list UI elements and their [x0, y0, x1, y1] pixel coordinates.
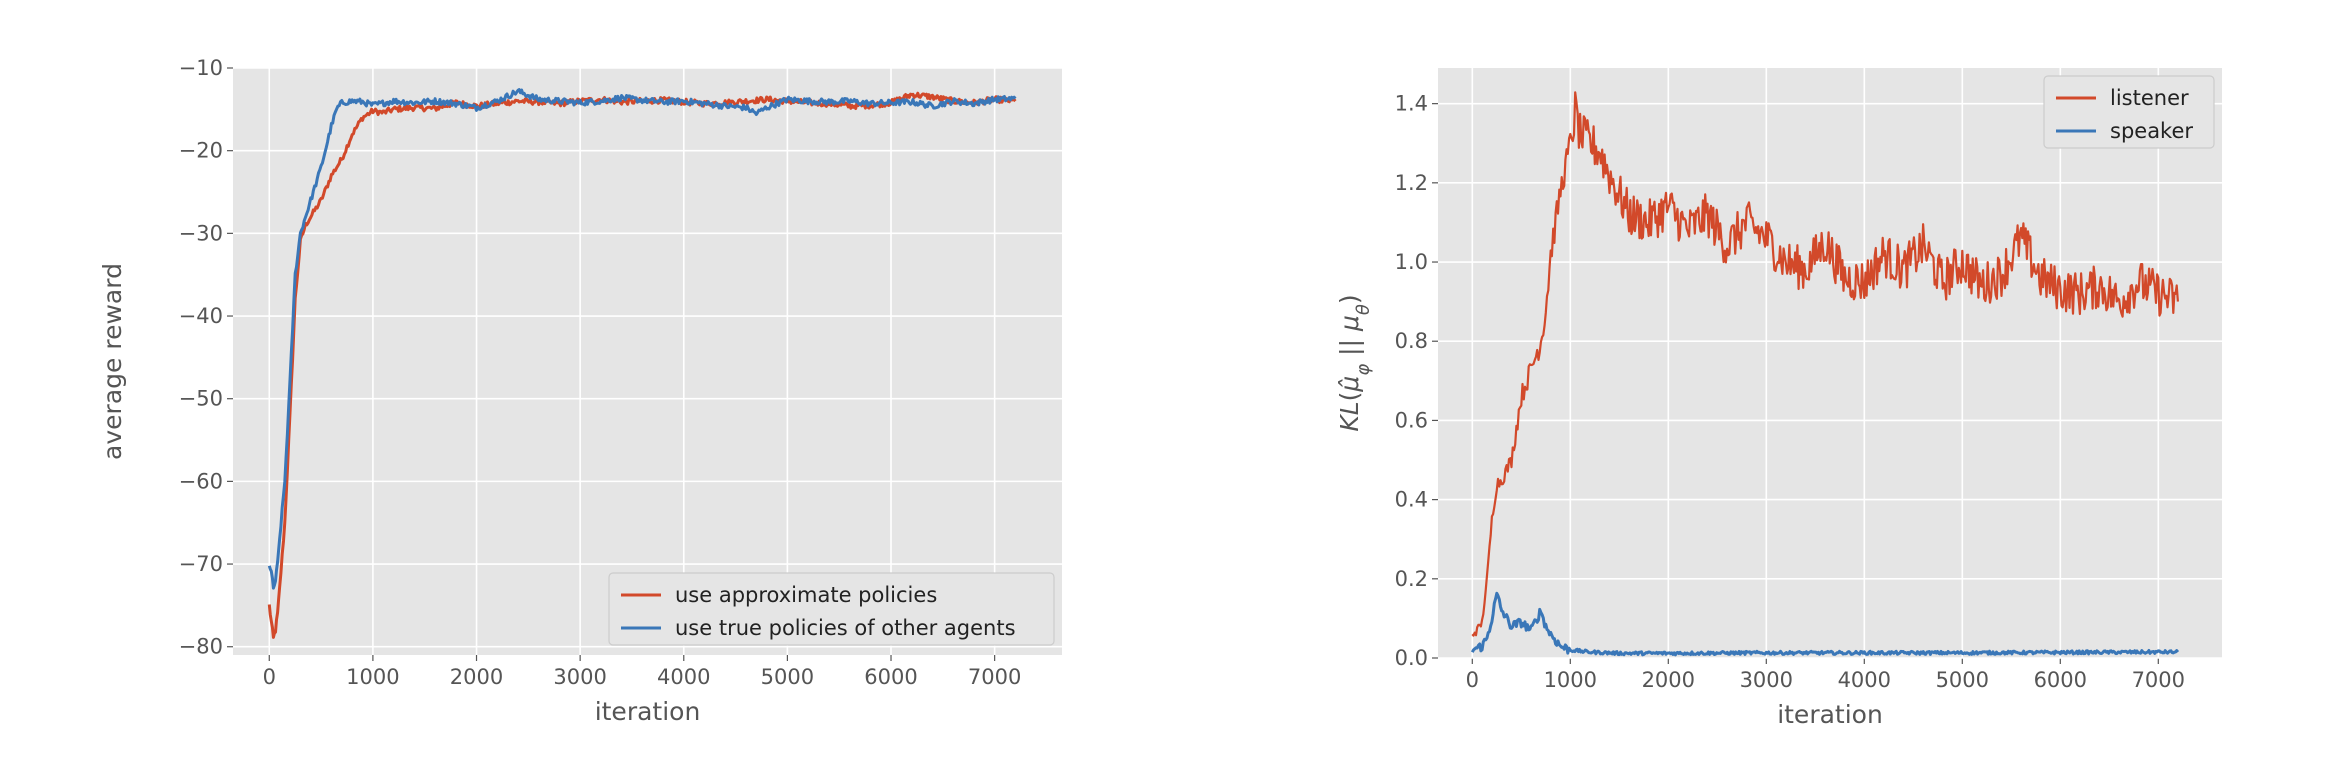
y-axis-title: KL(μ̂φ || μθ) [1335, 294, 1374, 431]
y-tick-label: −30 [179, 221, 223, 245]
plot-area [1438, 68, 2222, 658]
x-tick-label: 5000 [1936, 668, 1989, 692]
x-axis-title: iteration [1777, 700, 1883, 729]
legend-box [608, 572, 1055, 646]
y-tick-label: 1.4 [1395, 92, 1428, 116]
x-tick-label: 7000 [2132, 668, 2185, 692]
y-axis-title: average reward [98, 263, 127, 460]
y-tick-label: 0.8 [1395, 329, 1428, 353]
chart-1: 0 1000 2000 3000 4000 5000 6000 7000 −80 −70 −60 −5… [98, 56, 1062, 726]
x-tick-label: 2000 [1642, 668, 1695, 692]
legend: listener speaker [2043, 75, 2215, 149]
y-tick-label: 0.2 [1395, 567, 1428, 591]
x-tick-label: 4000 [657, 665, 710, 689]
y-tick-label: −10 [179, 56, 223, 80]
legend-label: use true policies of other agents [675, 616, 1016, 640]
x-tick-label: 2000 [450, 665, 503, 689]
y-tick-label: −50 [179, 387, 223, 411]
y-tick-label: 0.0 [1395, 646, 1428, 670]
x-tick-label: 6000 [2034, 668, 2087, 692]
y-tick-label: 0.4 [1395, 488, 1428, 512]
y-tick-label: −80 [179, 635, 223, 659]
series-line-use-true-policies-of-other-agents [267, 88, 1017, 590]
plot-area [233, 68, 1062, 655]
y-tick-label: 1.0 [1395, 250, 1428, 274]
y-tick-label: −70 [179, 552, 223, 576]
x-tick-label: 0 [1466, 668, 1479, 692]
y-tick-label: 1.2 [1395, 171, 1428, 195]
x-tick-label: 7000 [968, 665, 1021, 689]
legend-label: use approximate policies [675, 583, 937, 607]
x-tick-label: 3000 [553, 665, 606, 689]
x-tick-label: 1000 [1544, 668, 1597, 692]
x-tick-label: 6000 [864, 665, 917, 689]
series-line-speaker [1470, 591, 2180, 657]
x-tick-label: 5000 [761, 665, 814, 689]
y-tick-label: 0.6 [1395, 408, 1428, 432]
legend-label: speaker [2110, 119, 2193, 143]
chart-2: 0 1000 2000 3000 4000 5000 6000 7000 0.0 0.2 0.4 0.… [1335, 68, 2222, 729]
legend-label: listener [2110, 86, 2189, 110]
x-tick-label: 4000 [1838, 668, 1891, 692]
x-tick-label: 1000 [346, 665, 399, 689]
x-tick-label: 3000 [1740, 668, 1793, 692]
y-tick-label: −40 [179, 304, 223, 328]
series-line-listener [1471, 91, 2179, 637]
y-tick-label: −20 [179, 139, 223, 163]
x-tick-label: 0 [263, 665, 276, 689]
legend: use approximate policies use true policie… [608, 572, 1055, 646]
y-tick-label: −60 [179, 469, 223, 493]
x-axis-title: iteration [595, 697, 701, 726]
